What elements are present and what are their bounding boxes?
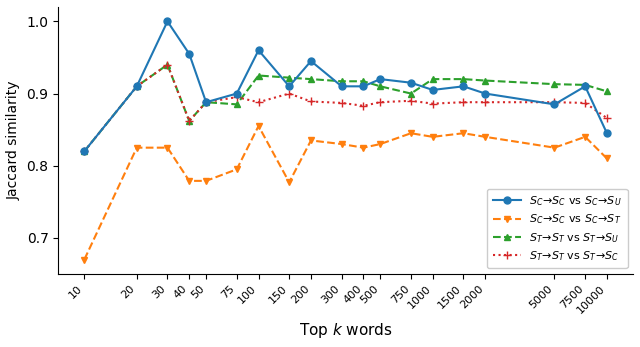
$S_C\!\to\!S_C$ vs $S_C\!\to\!S_T$ xyxy=(133,146,141,150)
$S_C\!\to\!S_C$ vs $S_C\!\to\!S_U$ xyxy=(603,131,611,135)
$S_C\!\to\!S_C$ vs $S_C\!\to\!S_T$ xyxy=(164,146,172,150)
$S_T\!\to\!S_T$ vs $S_T\!\to\!S_C$ xyxy=(407,99,415,103)
$S_C\!\to\!S_C$ vs $S_C\!\to\!S_U$ xyxy=(255,48,262,52)
$S_T\!\to\!S_T$ vs $S_T\!\to\!S_C$ xyxy=(307,99,315,103)
$S_T\!\to\!S_T$ vs $S_T\!\to\!S_U$ xyxy=(460,77,467,81)
$S_C\!\to\!S_C$ vs $S_C\!\to\!S_U$ xyxy=(550,102,558,107)
$S_C\!\to\!S_C$ vs $S_C\!\to\!S_T$ xyxy=(338,142,346,146)
$S_T\!\to\!S_T$ vs $S_T\!\to\!S_U$ xyxy=(376,84,384,88)
$S_C\!\to\!S_C$ vs $S_C\!\to\!S_T$ xyxy=(307,138,315,143)
$S_C\!\to\!S_C$ vs $S_C\!\to\!S_T$ xyxy=(460,131,467,135)
$S_C\!\to\!S_C$ vs $S_C\!\to\!S_U$ xyxy=(376,77,384,81)
$S_T\!\to\!S_T$ vs $S_T\!\to\!S_C$ xyxy=(550,100,558,104)
X-axis label: Top $k$ words: Top $k$ words xyxy=(299,321,392,340)
$S_T\!\to\!S_T$ vs $S_T\!\to\!S_C$ xyxy=(186,119,193,123)
$S_C\!\to\!S_C$ vs $S_C\!\to\!S_U$ xyxy=(133,84,141,88)
$S_T\!\to\!S_T$ vs $S_T\!\to\!S_C$ xyxy=(481,100,489,104)
$S_T\!\to\!S_T$ vs $S_T\!\to\!S_U$ xyxy=(360,79,367,83)
$S_C\!\to\!S_C$ vs $S_C\!\to\!S_T$ xyxy=(603,156,611,161)
$S_T\!\to\!S_T$ vs $S_T\!\to\!S_C$ xyxy=(285,92,293,96)
$S_C\!\to\!S_C$ vs $S_C\!\to\!S_T$ xyxy=(360,146,367,150)
$S_C\!\to\!S_C$ vs $S_C\!\to\!S_T$ xyxy=(233,167,241,171)
$S_C\!\to\!S_C$ vs $S_C\!\to\!S_T$ xyxy=(550,146,558,150)
$S_T\!\to\!S_T$ vs $S_T\!\to\!S_U$ xyxy=(429,77,436,81)
$S_T\!\to\!S_T$ vs $S_T\!\to\!S_C$ xyxy=(233,95,241,99)
$S_C\!\to\!S_C$ vs $S_C\!\to\!S_T$ xyxy=(581,135,589,139)
$S_C\!\to\!S_C$ vs $S_C\!\to\!S_T$ xyxy=(285,180,293,184)
Line: $S_T\!\to\!S_T$ vs $S_T\!\to\!S_C$: $S_T\!\to\!S_T$ vs $S_T\!\to\!S_C$ xyxy=(80,60,611,155)
$S_T\!\to\!S_T$ vs $S_T\!\to\!S_U$ xyxy=(603,89,611,93)
$S_C\!\to\!S_C$ vs $S_C\!\to\!S_T$ xyxy=(186,179,193,183)
$S_T\!\to\!S_T$ vs $S_T\!\to\!S_U$ xyxy=(285,76,293,80)
$S_T\!\to\!S_T$ vs $S_T\!\to\!S_C$ xyxy=(376,100,384,104)
$S_C\!\to\!S_C$ vs $S_C\!\to\!S_T$ xyxy=(81,257,88,262)
$S_T\!\to\!S_T$ vs $S_T\!\to\!S_C$ xyxy=(581,101,589,105)
$S_T\!\to\!S_T$ vs $S_T\!\to\!S_U$ xyxy=(338,79,346,83)
$S_T\!\to\!S_T$ vs $S_T\!\to\!S_C$ xyxy=(338,101,346,105)
$S_T\!\to\!S_T$ vs $S_T\!\to\!S_U$ xyxy=(581,83,589,87)
$S_T\!\to\!S_T$ vs $S_T\!\to\!S_C$ xyxy=(164,62,172,67)
$S_C\!\to\!S_C$ vs $S_C\!\to\!S_T$ xyxy=(481,135,489,139)
$S_T\!\to\!S_T$ vs $S_T\!\to\!S_C$ xyxy=(603,116,611,120)
$S_C\!\to\!S_C$ vs $S_C\!\to\!S_T$ xyxy=(429,135,436,139)
Line: $S_C\!\to\!S_C$ vs $S_C\!\to\!S_U$: $S_C\!\to\!S_C$ vs $S_C\!\to\!S_U$ xyxy=(81,18,611,155)
$S_C\!\to\!S_C$ vs $S_C\!\to\!S_U$ xyxy=(360,84,367,88)
$S_C\!\to\!S_C$ vs $S_C\!\to\!S_U$ xyxy=(164,19,172,24)
Legend: $S_C\!\to\!S_C$ vs $S_C\!\to\!S_U$, $S_C\!\to\!S_C$ vs $S_C\!\to\!S_T$, $S_T\!\t: $S_C\!\to\!S_C$ vs $S_C\!\to\!S_U$, $S_C… xyxy=(487,189,627,268)
$S_T\!\to\!S_T$ vs $S_T\!\to\!S_U$ xyxy=(133,84,141,88)
$S_T\!\to\!S_T$ vs $S_T\!\to\!S_C$ xyxy=(460,100,467,104)
$S_C\!\to\!S_C$ vs $S_C\!\to\!S_U$ xyxy=(460,84,467,88)
Line: $S_C\!\to\!S_C$ vs $S_C\!\to\!S_T$: $S_C\!\to\!S_C$ vs $S_C\!\to\!S_T$ xyxy=(81,122,611,263)
$S_T\!\to\!S_T$ vs $S_T\!\to\!S_U$ xyxy=(202,100,210,104)
$S_C\!\to\!S_C$ vs $S_C\!\to\!S_U$ xyxy=(285,84,293,88)
$S_C\!\to\!S_C$ vs $S_C\!\to\!S_T$ xyxy=(202,179,210,183)
$S_T\!\to\!S_T$ vs $S_T\!\to\!S_U$ xyxy=(81,149,88,153)
$S_T\!\to\!S_T$ vs $S_T\!\to\!S_C$ xyxy=(255,100,262,104)
Line: $S_T\!\to\!S_T$ vs $S_T\!\to\!S_U$: $S_T\!\to\!S_T$ vs $S_T\!\to\!S_U$ xyxy=(81,61,611,155)
$S_T\!\to\!S_T$ vs $S_T\!\to\!S_C$ xyxy=(360,104,367,108)
$S_T\!\to\!S_T$ vs $S_T\!\to\!S_C$ xyxy=(81,149,88,153)
$S_C\!\to\!S_C$ vs $S_C\!\to\!S_U$ xyxy=(233,92,241,96)
$S_T\!\to\!S_T$ vs $S_T\!\to\!S_U$ xyxy=(233,102,241,107)
$S_C\!\to\!S_C$ vs $S_C\!\to\!S_U$ xyxy=(581,84,589,88)
$S_T\!\to\!S_T$ vs $S_T\!\to\!S_U$ xyxy=(186,119,193,123)
$S_T\!\to\!S_T$ vs $S_T\!\to\!S_C$ xyxy=(133,84,141,88)
$S_T\!\to\!S_T$ vs $S_T\!\to\!S_U$ xyxy=(307,77,315,81)
$S_C\!\to\!S_C$ vs $S_C\!\to\!S_U$ xyxy=(81,149,88,153)
$S_C\!\to\!S_C$ vs $S_C\!\to\!S_T$ xyxy=(255,124,262,128)
$S_T\!\to\!S_T$ vs $S_T\!\to\!S_C$ xyxy=(202,100,210,104)
$S_C\!\to\!S_C$ vs $S_C\!\to\!S_U$ xyxy=(338,84,346,88)
$S_C\!\to\!S_C$ vs $S_C\!\to\!S_U$ xyxy=(307,59,315,63)
$S_C\!\to\!S_C$ vs $S_C\!\to\!S_U$ xyxy=(407,81,415,85)
$S_T\!\to\!S_T$ vs $S_T\!\to\!S_U$ xyxy=(164,62,172,67)
$S_T\!\to\!S_T$ vs $S_T\!\to\!S_U$ xyxy=(407,92,415,96)
$S_C\!\to\!S_C$ vs $S_C\!\to\!S_U$ xyxy=(481,92,489,96)
$S_C\!\to\!S_C$ vs $S_C\!\to\!S_U$ xyxy=(202,100,210,104)
$S_T\!\to\!S_T$ vs $S_T\!\to\!S_U$ xyxy=(550,82,558,86)
$S_C\!\to\!S_C$ vs $S_C\!\to\!S_U$ xyxy=(186,52,193,56)
$S_C\!\to\!S_C$ vs $S_C\!\to\!S_T$ xyxy=(376,142,384,146)
$S_T\!\to\!S_T$ vs $S_T\!\to\!S_C$ xyxy=(429,102,436,106)
$S_T\!\to\!S_T$ vs $S_T\!\to\!S_U$ xyxy=(255,74,262,78)
$S_C\!\to\!S_C$ vs $S_C\!\to\!S_T$ xyxy=(407,131,415,135)
Y-axis label: Jaccard similarity: Jaccard similarity xyxy=(7,81,21,200)
$S_C\!\to\!S_C$ vs $S_C\!\to\!S_U$ xyxy=(429,88,436,92)
$S_T\!\to\!S_T$ vs $S_T\!\to\!S_U$ xyxy=(481,78,489,83)
